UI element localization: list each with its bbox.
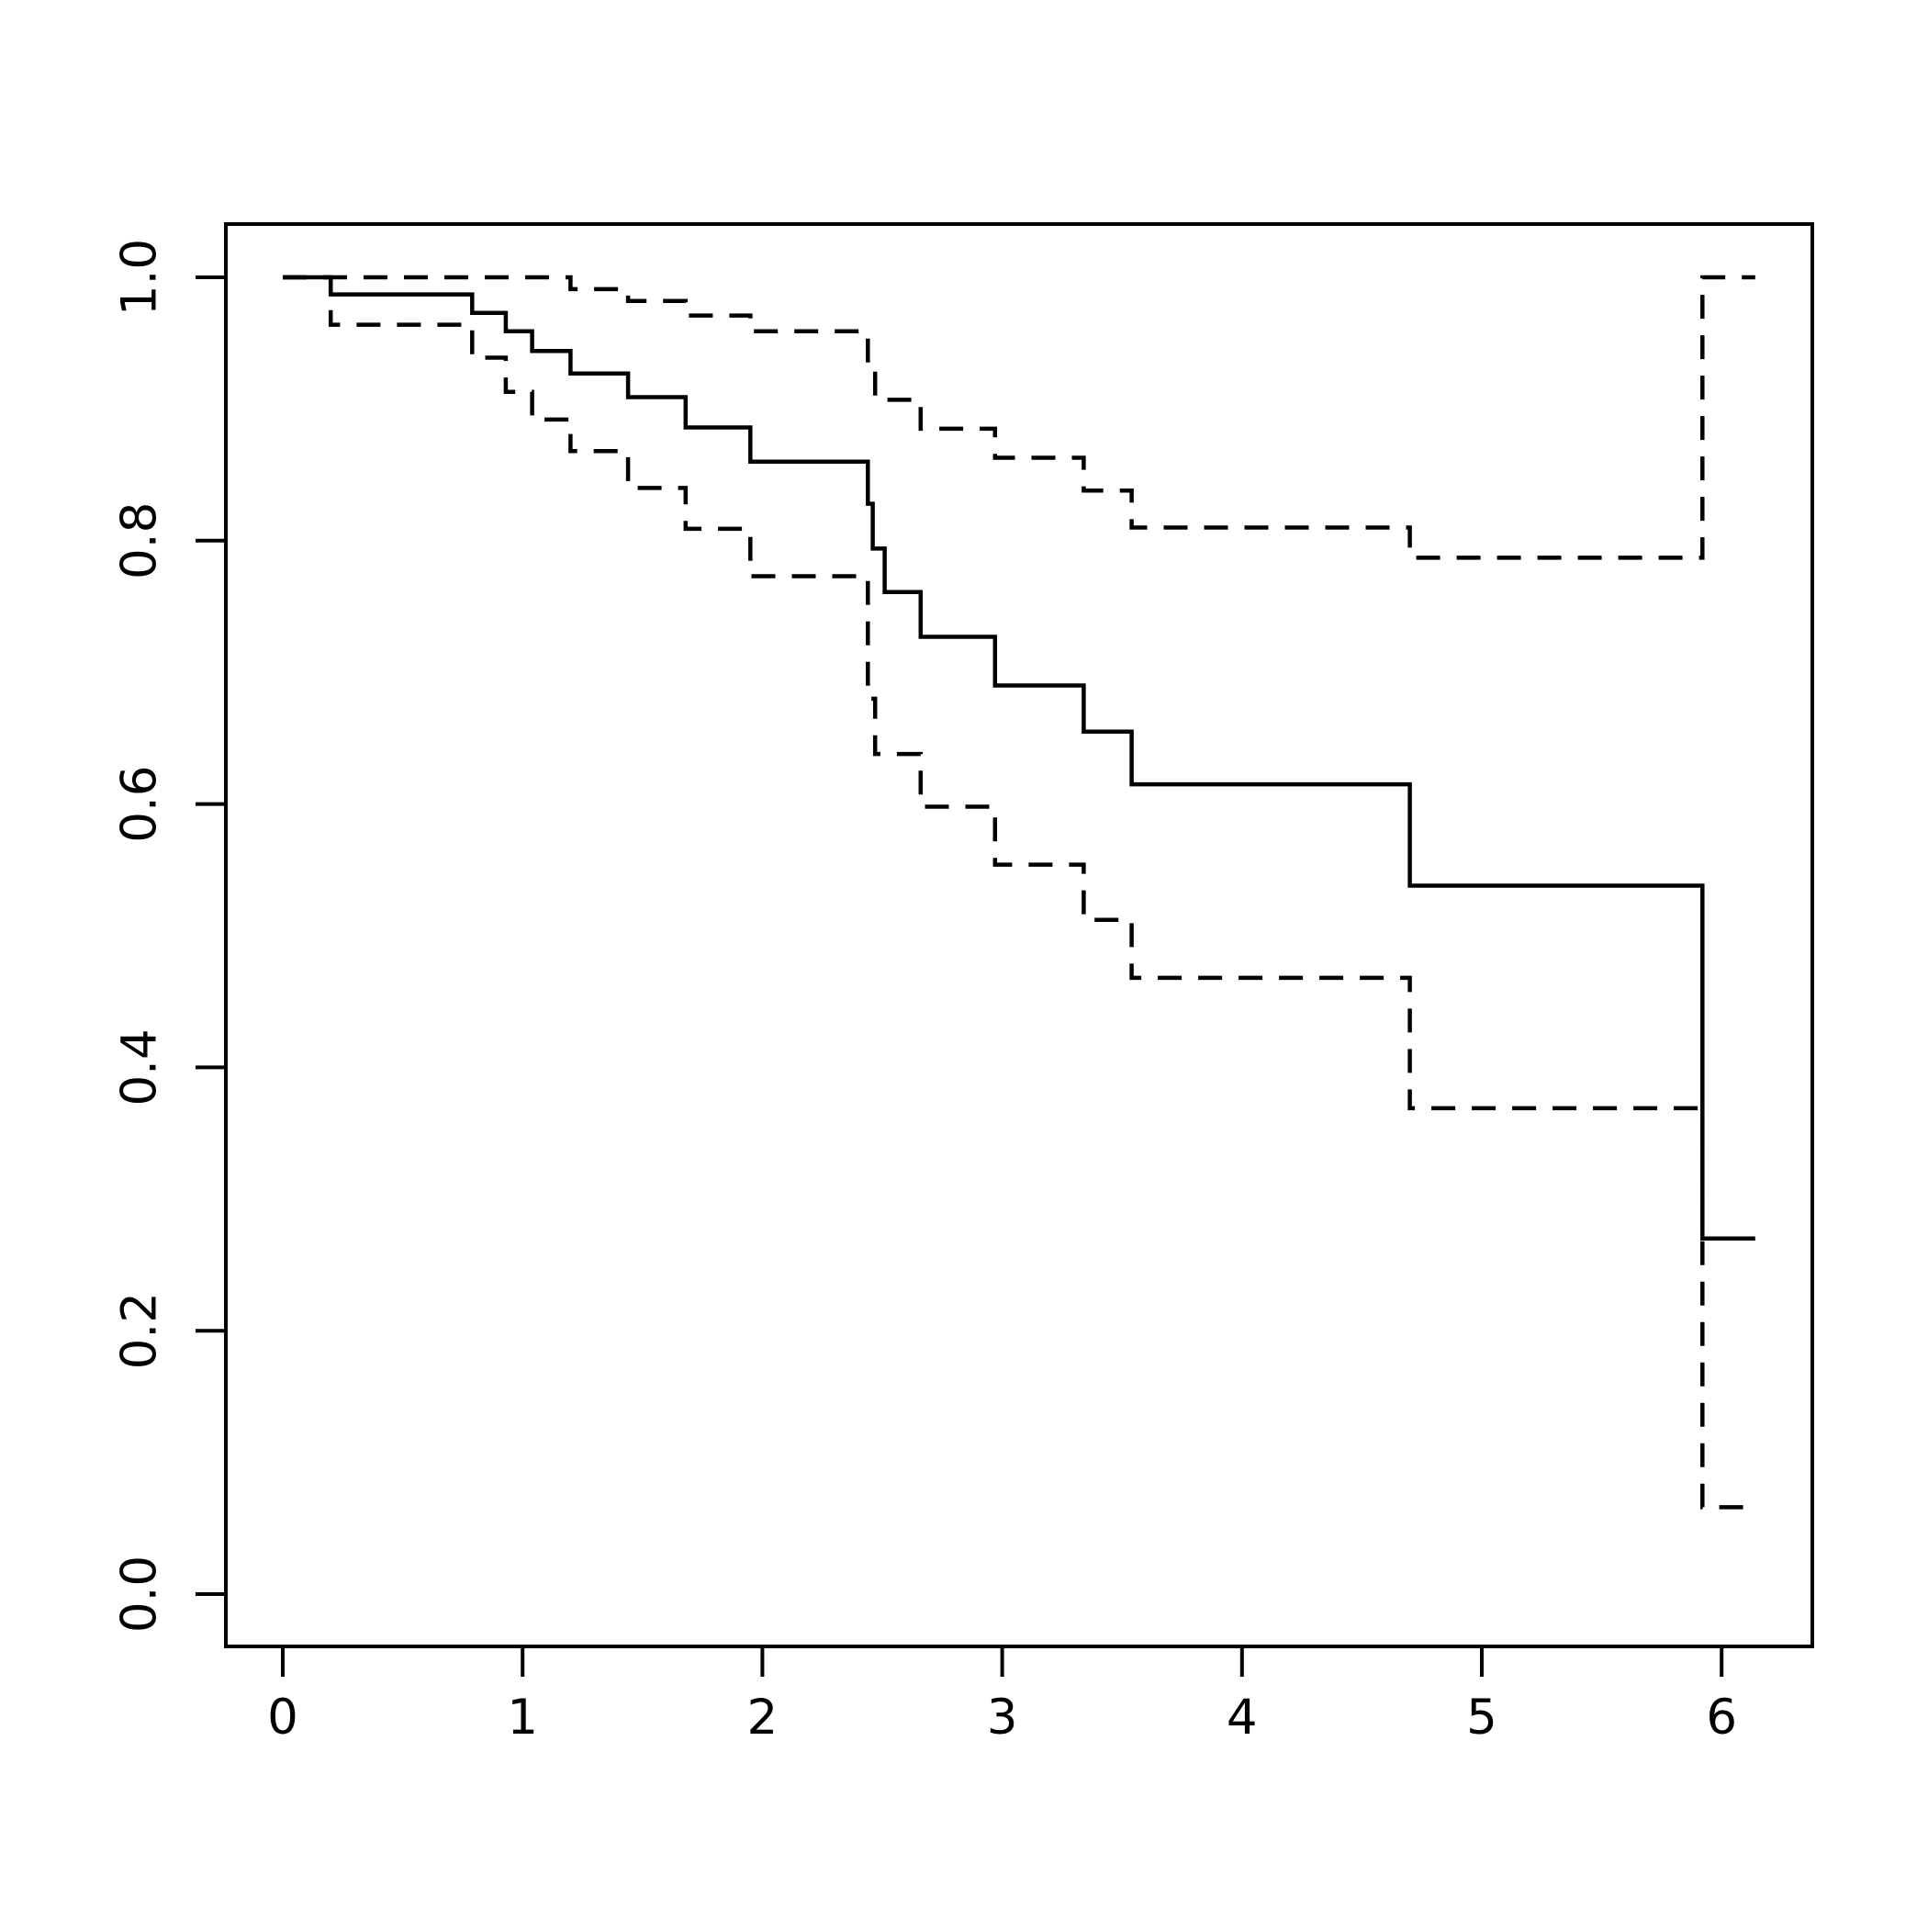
x-tick-label: 1: [507, 1690, 538, 1746]
y-tick-label: 0.0: [112, 1556, 168, 1633]
x-tick-label: 0: [267, 1690, 298, 1746]
x-tick-label: 2: [747, 1690, 779, 1746]
x-tick-label: 5: [1466, 1690, 1497, 1746]
km-lower-ci-curve: [283, 275, 1755, 1510]
y-tick-label: 1.0: [112, 239, 168, 316]
y-tick-label: 0.2: [112, 1292, 168, 1369]
y-tick-label: 0.4: [112, 1028, 168, 1106]
x-tick-label: 3: [987, 1690, 1018, 1746]
km-upper-ci-curve: [283, 275, 1755, 560]
x-tick-label: 4: [1227, 1690, 1258, 1746]
y-tick-label: 0.8: [112, 502, 168, 579]
x-tick-label: 6: [1706, 1690, 1737, 1746]
axes-layer: 0 1 2 3 4 5 6 0.0 0.2 0.4 0.6 0.8 1.0: [112, 222, 1814, 1746]
y-tick-label: 0.6: [112, 765, 168, 842]
curves-layer: [283, 275, 1755, 1510]
km-estimate-curve: [283, 275, 1755, 1241]
plot-box: [224, 222, 1814, 1648]
